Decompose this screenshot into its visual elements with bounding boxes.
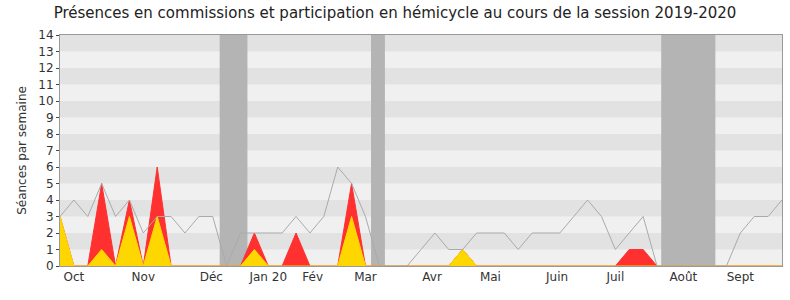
svg-text:14: 14	[38, 28, 53, 42]
svg-text:9: 9	[46, 111, 54, 125]
svg-text:1: 1	[46, 243, 54, 257]
svg-text:5: 5	[46, 177, 54, 191]
svg-text:Jan 20: Jan 20	[248, 270, 287, 284]
svg-text:Fév: Fév	[302, 270, 323, 284]
svg-text:11: 11	[38, 78, 53, 92]
svg-text:6: 6	[46, 160, 54, 174]
svg-text:0: 0	[46, 259, 54, 273]
svg-text:Séances par semaine: Séances par semaine	[15, 86, 29, 215]
svg-text:4: 4	[46, 193, 54, 207]
svg-text:Déc: Déc	[200, 270, 223, 284]
svg-text:3: 3	[46, 210, 54, 224]
svg-text:Juin: Juin	[545, 270, 568, 284]
svg-text:Oct: Oct	[64, 270, 85, 284]
svg-text:Nov: Nov	[132, 270, 155, 284]
svg-text:Sept: Sept	[727, 270, 755, 284]
svg-text:12: 12	[38, 61, 53, 75]
svg-text:Août: Août	[670, 270, 698, 284]
svg-text:10: 10	[38, 94, 53, 108]
svg-text:Avr: Avr	[422, 270, 442, 284]
svg-text:Mar: Mar	[354, 270, 377, 284]
svg-text:8: 8	[46, 127, 54, 141]
svg-text:7: 7	[46, 144, 54, 158]
svg-text:13: 13	[38, 45, 53, 59]
svg-text:Présences en commissions et pa: Présences en commissions et participatio…	[54, 4, 737, 22]
svg-text:2: 2	[46, 226, 54, 240]
svg-text:Mai: Mai	[480, 270, 501, 284]
svg-text:Juil: Juil	[605, 270, 624, 284]
